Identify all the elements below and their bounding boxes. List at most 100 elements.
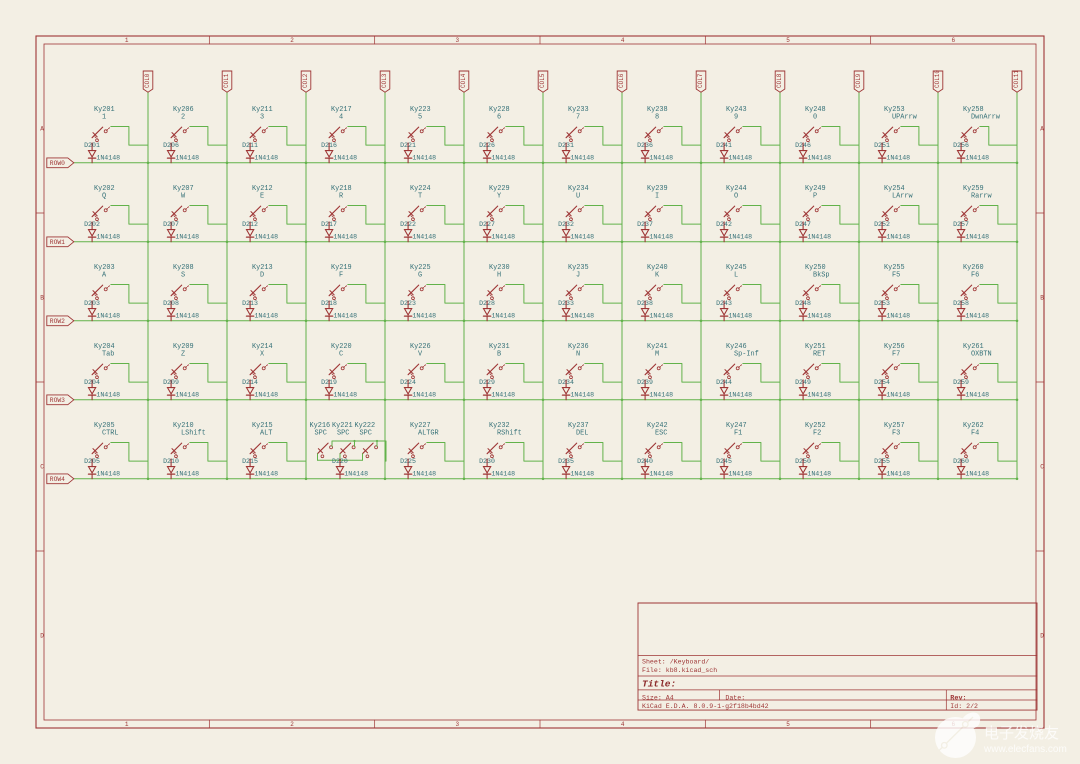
svg-text:1N4148: 1N4148 — [254, 234, 278, 241]
svg-text:ROW2: ROW2 — [50, 318, 65, 325]
svg-text:1N4148: 1N4148 — [412, 234, 436, 241]
svg-text:COL10: COL10 — [934, 70, 941, 88]
svg-text:D236: D236 — [637, 142, 653, 149]
svg-text:E: E — [260, 192, 264, 200]
svg-text:8: 8 — [655, 113, 659, 121]
svg-text:1N4148: 1N4148 — [886, 155, 910, 162]
svg-text:D201: D201 — [84, 142, 100, 149]
svg-text:2: 2 — [181, 113, 185, 121]
svg-text:D232: D232 — [558, 221, 574, 228]
svg-text:1N4148: 1N4148 — [570, 471, 594, 478]
svg-text:D229: D229 — [479, 379, 495, 386]
svg-text:0: 0 — [813, 113, 817, 121]
svg-text:SPC: SPC — [315, 429, 327, 437]
svg-text:D231: D231 — [558, 142, 574, 149]
svg-text:D244: D244 — [716, 379, 732, 386]
svg-text:L: L — [734, 271, 738, 279]
svg-text:1N4148: 1N4148 — [412, 155, 436, 162]
svg-text:U: U — [576, 192, 580, 200]
svg-text:D218: D218 — [321, 300, 337, 307]
svg-text:F5: F5 — [892, 271, 900, 279]
svg-text:G: G — [418, 271, 422, 279]
svg-text:1N4148: 1N4148 — [333, 155, 357, 162]
svg-text:D222: D222 — [400, 221, 416, 228]
svg-text:P: P — [813, 192, 817, 200]
svg-text:1N4148: 1N4148 — [412, 471, 436, 478]
svg-text:D212: D212 — [242, 221, 258, 228]
svg-text:1N4148: 1N4148 — [965, 155, 989, 162]
svg-text:1N4148: 1N4148 — [412, 313, 436, 320]
svg-text:1N4148: 1N4148 — [333, 234, 357, 241]
svg-text:B: B — [497, 350, 501, 358]
svg-text:1N4148: 1N4148 — [965, 234, 989, 241]
svg-text:COL9: COL9 — [855, 73, 862, 88]
svg-text:2: 2 — [290, 721, 294, 728]
svg-text:1N4148: 1N4148 — [254, 471, 278, 478]
svg-text:D221: D221 — [400, 142, 416, 149]
svg-text:ROW0: ROW0 — [50, 160, 65, 167]
svg-text:D260: D260 — [953, 458, 969, 465]
svg-text:C: C — [339, 350, 343, 358]
svg-text:ROW3: ROW3 — [50, 397, 65, 404]
svg-text:D227: D227 — [479, 221, 495, 228]
svg-text:D219: D219 — [321, 379, 337, 386]
svg-text:5: 5 — [786, 37, 790, 44]
svg-text:D258: D258 — [953, 300, 969, 307]
svg-text:Sp-Inf: Sp-Inf — [734, 350, 759, 358]
svg-text:D243: D243 — [716, 300, 732, 307]
svg-text:1N4148: 1N4148 — [254, 313, 278, 320]
svg-text:BkSp: BkSp — [813, 271, 830, 279]
svg-text:1: 1 — [125, 721, 129, 728]
svg-text:1N4148: 1N4148 — [965, 471, 989, 478]
svg-text:1N4148: 1N4148 — [96, 234, 120, 241]
svg-text:1N4148: 1N4148 — [886, 313, 910, 320]
svg-text:1N4148: 1N4148 — [728, 155, 752, 162]
svg-text:D255: D255 — [874, 458, 890, 465]
svg-text:1N4148: 1N4148 — [649, 392, 673, 399]
svg-text:LArrw: LArrw — [892, 192, 914, 200]
svg-text:D203: D203 — [84, 300, 100, 307]
svg-text:1N4148: 1N4148 — [491, 155, 515, 162]
svg-text:2: 2 — [290, 37, 294, 44]
svg-text:D256: D256 — [953, 142, 969, 149]
svg-text:D233: D233 — [558, 300, 574, 307]
svg-text:D202: D202 — [84, 221, 100, 228]
svg-text:SPC: SPC — [337, 429, 349, 437]
svg-text:T: T — [418, 192, 422, 200]
svg-text:C: C — [1040, 464, 1044, 471]
svg-text:D230: D230 — [479, 458, 495, 465]
svg-text:1N4148: 1N4148 — [254, 392, 278, 399]
svg-text:D204: D204 — [84, 379, 100, 386]
svg-text:COL0: COL0 — [144, 73, 151, 88]
svg-text:6: 6 — [497, 113, 501, 121]
svg-text:Rarrw: Rarrw — [971, 192, 993, 200]
svg-text:LShift: LShift — [181, 429, 206, 437]
svg-text:F6: F6 — [971, 271, 979, 279]
svg-text:1N4148: 1N4148 — [175, 234, 199, 241]
svg-text:1N4148: 1N4148 — [96, 155, 120, 162]
svg-text:Rev:: Rev: — [950, 694, 966, 702]
svg-text:1N4148: 1N4148 — [728, 313, 752, 320]
svg-text:C: C — [40, 464, 44, 471]
svg-text:1N4148: 1N4148 — [491, 234, 515, 241]
svg-text:F4: F4 — [971, 429, 979, 437]
svg-text:D: D — [40, 633, 44, 640]
svg-text:D228: D228 — [479, 300, 495, 307]
svg-text:4: 4 — [339, 113, 343, 121]
svg-text:1N4148: 1N4148 — [175, 155, 199, 162]
svg-text:4: 4 — [621, 721, 625, 728]
svg-text:D220: D220 — [332, 458, 348, 465]
svg-text:4: 4 — [621, 37, 625, 44]
svg-text:A: A — [1040, 126, 1044, 133]
svg-text:D250: D250 — [795, 458, 811, 465]
svg-text:1N4148: 1N4148 — [96, 471, 120, 478]
svg-text:RET: RET — [813, 350, 825, 358]
svg-text:1N4148: 1N4148 — [175, 392, 199, 399]
svg-text:OXBTN: OXBTN — [971, 350, 992, 358]
svg-text:COL5: COL5 — [539, 73, 546, 88]
svg-text:N: N — [576, 350, 580, 358]
svg-text:D216: D216 — [321, 142, 337, 149]
svg-text:D: D — [1040, 633, 1044, 640]
svg-text:6: 6 — [952, 37, 956, 44]
svg-text:D225: D225 — [400, 458, 416, 465]
